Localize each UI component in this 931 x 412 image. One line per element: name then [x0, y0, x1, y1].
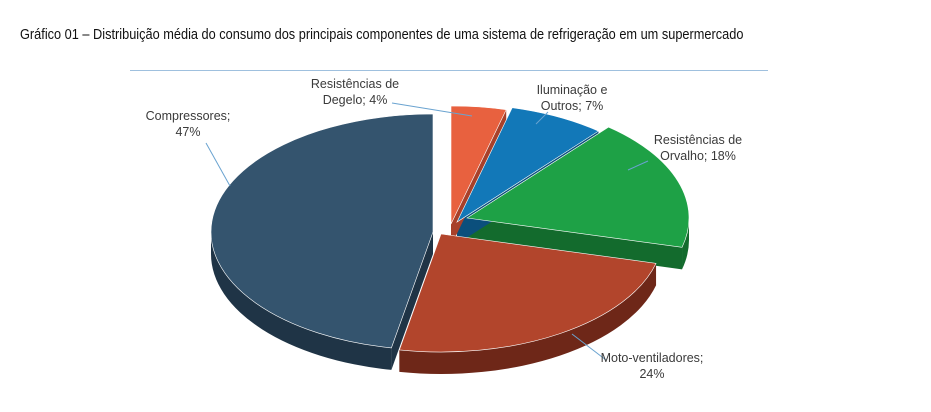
slice-label: Resistências de Degelo; 4% — [311, 77, 399, 107]
chart-caption: Gráfico 01 – Distribuição média do consu… — [20, 27, 744, 43]
pie-slice — [450, 105, 507, 225]
pie-slice — [456, 107, 600, 223]
pie-slice-cut-face — [391, 232, 433, 370]
slice-label: Resistências de Orvalho; 18% — [654, 133, 742, 163]
slice-label: Iluminação e Outros; 7% — [537, 83, 608, 113]
slice-label: Moto-ventiladores; 24% — [601, 351, 704, 381]
pie-slice — [210, 113, 434, 349]
leader-line — [391, 102, 473, 117]
pie-slice-side — [399, 263, 657, 374]
pie-slice-side — [211, 232, 392, 370]
leader-line — [571, 333, 607, 361]
slice-label: Compressores; 47% — [146, 109, 231, 139]
pie-slice — [466, 126, 690, 248]
pie-slice-side — [682, 218, 689, 270]
leader-line — [535, 111, 549, 125]
pie-slice-cut-face — [467, 218, 683, 270]
leader-line — [205, 142, 231, 187]
pie-slice — [398, 233, 657, 353]
leader-line — [627, 160, 649, 171]
